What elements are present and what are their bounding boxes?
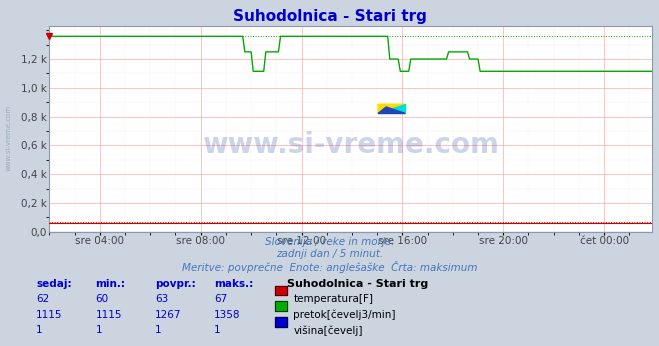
Text: 67: 67 <box>214 294 227 304</box>
Text: 1: 1 <box>214 325 221 335</box>
Text: Suhodolnica - Stari trg: Suhodolnica - Stari trg <box>233 9 426 24</box>
Text: min.:: min.: <box>96 279 126 289</box>
Text: povpr.:: povpr.: <box>155 279 196 289</box>
Text: temperatura[F]: temperatura[F] <box>293 294 373 304</box>
Text: 60: 60 <box>96 294 109 304</box>
Text: Meritve: povprečne  Enote: anglešaške  Črta: maksimum: Meritve: povprečne Enote: anglešaške Črt… <box>182 261 477 273</box>
Text: zadnji dan / 5 minut.: zadnji dan / 5 minut. <box>276 249 383 259</box>
Text: 1: 1 <box>36 325 43 335</box>
Text: 1267: 1267 <box>155 310 181 320</box>
Text: 1115: 1115 <box>36 310 63 320</box>
Text: 62: 62 <box>36 294 49 304</box>
Text: Slovenija / reke in morje.: Slovenija / reke in morje. <box>265 237 394 247</box>
Text: www.si-vreme.com: www.si-vreme.com <box>5 105 11 172</box>
Polygon shape <box>378 104 405 113</box>
Text: 1: 1 <box>155 325 161 335</box>
Text: 63: 63 <box>155 294 168 304</box>
Text: 1: 1 <box>96 325 102 335</box>
Polygon shape <box>378 104 405 113</box>
Text: višina[čevelj]: višina[čevelj] <box>293 325 362 336</box>
Polygon shape <box>378 107 405 113</box>
Text: maks.:: maks.: <box>214 279 254 289</box>
Text: Suhodolnica - Stari trg: Suhodolnica - Stari trg <box>287 279 428 289</box>
Text: pretok[čevelj3/min]: pretok[čevelj3/min] <box>293 310 396 320</box>
Text: 1358: 1358 <box>214 310 241 320</box>
Text: www.si-vreme.com: www.si-vreme.com <box>202 131 500 160</box>
Text: sedaj:: sedaj: <box>36 279 72 289</box>
Text: 1115: 1115 <box>96 310 122 320</box>
